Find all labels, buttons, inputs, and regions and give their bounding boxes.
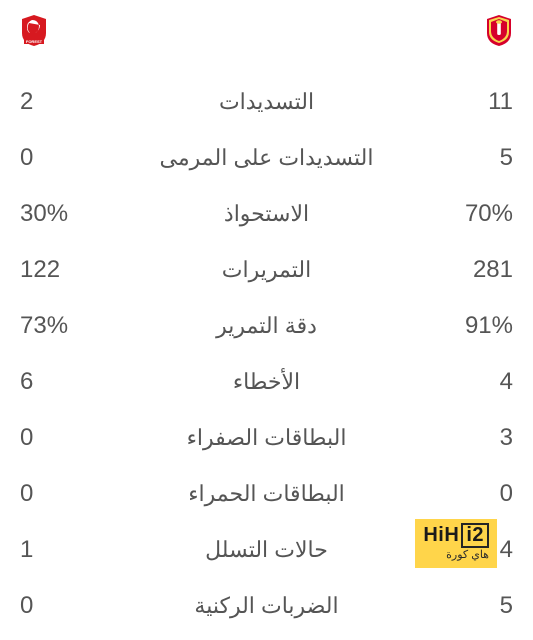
team-crests-row: FOREST	[20, 8, 513, 52]
away-value: 0	[20, 480, 143, 508]
away-value: 30%	[20, 200, 143, 228]
away-value: 122	[20, 256, 143, 284]
watermark-brand: HiHi2	[423, 523, 489, 548]
stat-label: البطاقات الصفراء	[143, 425, 390, 451]
stat-label: البطاقات الحمراء	[143, 481, 390, 507]
home-value: 11	[390, 88, 513, 116]
stat-row: 30% الاستحواذ 70%	[20, 186, 513, 242]
away-value: 2	[20, 88, 143, 116]
stat-row: 73% دقة التمرير 91%	[20, 298, 513, 354]
home-value: 281	[390, 256, 513, 284]
away-value: 0	[20, 592, 143, 620]
stat-label: حالات التسلل	[143, 537, 390, 563]
away-value: 6	[20, 368, 143, 396]
stat-label: التسديدات على المرمى	[143, 145, 390, 171]
match-stats-panel: FOREST 2 التسديدات 11 0 التسديدات على ال…	[0, 0, 533, 640]
stat-row: 6 الأخطاء 4	[20, 354, 513, 410]
stat-row: 0 البطاقات الصفراء 3	[20, 410, 513, 466]
home-value: 70%	[390, 200, 513, 228]
home-value: 3	[390, 424, 513, 452]
stat-row: 0 الضربات الركنية 5	[20, 578, 513, 634]
home-team-crest-icon	[485, 13, 513, 47]
stat-label: التمريرات	[143, 257, 390, 283]
watermark-brand-box: i2	[461, 523, 489, 548]
site-watermark: HiHi2 هاي كورة	[415, 519, 497, 568]
away-value: 73%	[20, 312, 143, 340]
watermark-brand-text: HiH	[423, 524, 459, 546]
home-value: 5	[390, 144, 513, 172]
away-value: 0	[20, 144, 143, 172]
home-value: 5	[390, 592, 513, 620]
stat-label: التسديدات	[143, 89, 390, 115]
stat-label: الأخطاء	[143, 369, 390, 395]
stat-label: دقة التمرير	[143, 313, 390, 339]
watermark-tagline: هاي كورة	[423, 550, 489, 562]
stat-label: الضربات الركنية	[143, 593, 390, 619]
away-value: 0	[20, 424, 143, 452]
stat-row: 2 التسديدات 11	[20, 74, 513, 130]
home-value: 4	[390, 368, 513, 396]
away-team-crest-icon: FOREST	[20, 13, 48, 47]
stat-row: 0 البطاقات الحمراء 0	[20, 466, 513, 522]
stat-label: الاستحواذ	[143, 201, 390, 227]
away-value: 1	[20, 536, 143, 564]
home-value: 0	[390, 480, 513, 508]
stat-row: 0 التسديدات على المرمى 5	[20, 130, 513, 186]
svg-text:FOREST: FOREST	[26, 39, 43, 44]
home-value: 91%	[390, 312, 513, 340]
stat-row: 122 التمريرات 281	[20, 242, 513, 298]
